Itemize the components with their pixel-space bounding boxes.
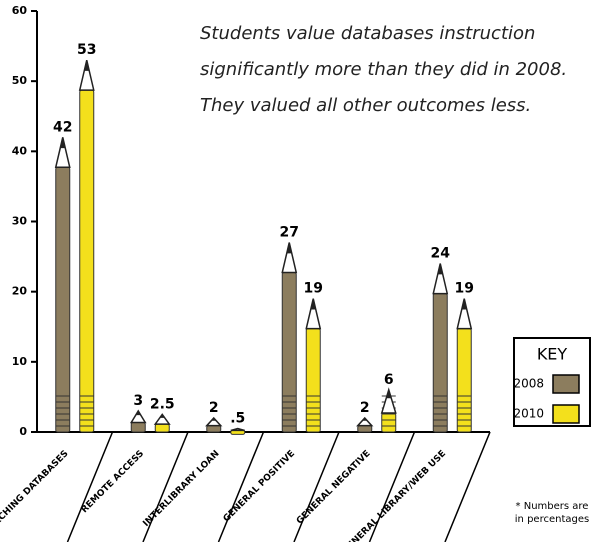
- y-tick-label: 20: [12, 285, 28, 298]
- bar: [457, 329, 471, 432]
- bar: [56, 167, 70, 432]
- value-label: 24: [431, 246, 451, 262]
- value-label: 19: [455, 281, 474, 297]
- chart: Students value databases instruction sig…: [0, 0, 608, 542]
- y-tick-label: 0: [19, 425, 27, 438]
- value-label: 2: [209, 400, 219, 416]
- bar: [80, 90, 94, 432]
- value-label: 19: [304, 281, 323, 297]
- footnote: in percentages: [515, 514, 589, 525]
- y-tick-label: 50: [12, 74, 28, 87]
- value-label: 3: [133, 393, 143, 409]
- bar: [358, 426, 372, 432]
- annotation-line: Students value databases instruction: [200, 23, 535, 44]
- value-label: 53: [77, 42, 96, 58]
- pencil: .5: [230, 410, 245, 434]
- annotation: Students value databases instruction sig…: [200, 23, 567, 116]
- footnote: * Numbers are: [516, 501, 589, 512]
- value-label: 2.5: [150, 396, 175, 412]
- annotation-line: They valued all other outcomes less.: [200, 95, 531, 116]
- legend-swatch: [553, 405, 579, 423]
- value-label: 42: [53, 119, 72, 135]
- bar: [155, 424, 169, 432]
- pencil: 42: [53, 119, 72, 432]
- value-label: 2: [360, 400, 370, 416]
- y-tick-label: 30: [12, 215, 28, 228]
- value-label: 27: [280, 225, 299, 241]
- legend-title: KEY: [537, 345, 568, 364]
- y-tick-label: 40: [12, 144, 28, 157]
- bar: [131, 423, 145, 432]
- legend-label: 2008: [513, 377, 544, 391]
- pencil: 53: [77, 42, 96, 432]
- legend-label: 2010: [513, 407, 544, 421]
- annotation-line: significantly more than they did in 2008…: [200, 59, 567, 80]
- value-label: 6: [384, 372, 394, 388]
- value-label: .5: [230, 410, 245, 426]
- bar: [306, 329, 320, 432]
- legend-swatch: [553, 375, 579, 393]
- y-tick-label: 60: [12, 4, 28, 17]
- y-tick-label: 10: [12, 355, 28, 368]
- bar: [382, 413, 396, 432]
- bar: [433, 294, 447, 432]
- bar: [207, 426, 221, 432]
